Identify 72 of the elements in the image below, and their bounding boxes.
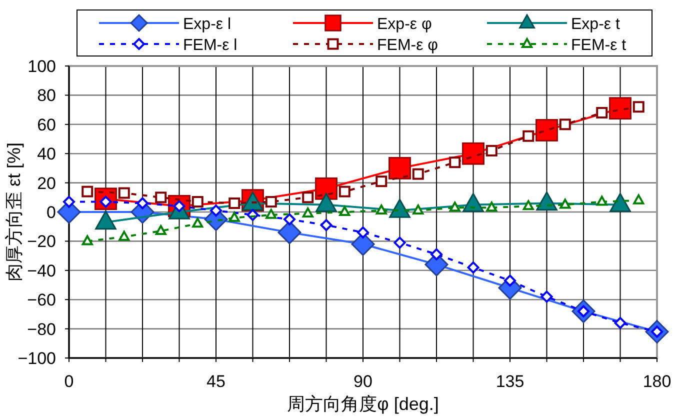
- x-axis-title: 周方向角度φ [deg.]: [287, 394, 439, 414]
- point: [559, 118, 571, 130]
- point: [596, 196, 608, 206]
- legend-label: FEM-ε t: [571, 37, 627, 54]
- point: [540, 290, 553, 303]
- x-tick-label: 45: [206, 372, 226, 391]
- point: [228, 212, 240, 222]
- y-tick-label: −100: [18, 349, 56, 368]
- point: [284, 213, 296, 226]
- legend-label: FEM-ε φ: [377, 37, 438, 54]
- point: [412, 204, 424, 215]
- point: [302, 192, 314, 204]
- y-axis-title: 肉厚方向歪 εt [%]: [4, 142, 24, 282]
- point: [486, 202, 498, 212]
- y-tick-label: 100: [28, 57, 56, 76]
- point: [82, 235, 93, 246]
- x-tick-label: 135: [496, 372, 524, 391]
- y-tick-label: 60: [37, 115, 56, 134]
- point: [192, 218, 204, 228]
- point: [376, 176, 388, 188]
- point: [338, 186, 350, 198]
- legend-label: Exp-ε φ: [377, 16, 432, 33]
- point: [136, 197, 148, 210]
- x-tick-label: 90: [354, 372, 372, 391]
- legend-label: Exp-ε l: [183, 16, 232, 33]
- x-tick-label: 0: [64, 372, 74, 391]
- point: [376, 204, 387, 215]
- point: [265, 196, 277, 208]
- point: [609, 97, 632, 120]
- x-tick-label: 180: [642, 372, 672, 391]
- point: [388, 157, 411, 180]
- point: [536, 119, 558, 142]
- point: [412, 168, 424, 180]
- point: [266, 208, 277, 219]
- point: [339, 206, 350, 216]
- point: [192, 196, 204, 208]
- point: [614, 316, 626, 329]
- point: [118, 187, 130, 199]
- point: [522, 130, 534, 142]
- point: [462, 142, 484, 165]
- point: [357, 226, 369, 238]
- point: [302, 207, 314, 218]
- point: [320, 219, 332, 232]
- point: [467, 261, 480, 274]
- y-tick-label: 0: [46, 203, 56, 222]
- point: [449, 156, 461, 168]
- legend-label: FEM-ε l: [183, 37, 238, 54]
- point: [155, 224, 166, 235]
- y-tick-label: −60: [27, 290, 56, 310]
- point: [504, 274, 516, 287]
- point: [596, 106, 608, 118]
- point: [522, 200, 534, 210]
- y-tick-label: −40: [27, 261, 56, 280]
- point: [632, 101, 644, 113]
- point: [560, 198, 571, 209]
- point: [155, 192, 167, 204]
- y-tick-label: −80: [27, 320, 56, 339]
- y-tick-label: 20: [37, 174, 56, 193]
- y-tick-label: 40: [37, 144, 56, 164]
- point: [210, 204, 222, 217]
- point: [394, 236, 406, 249]
- point: [430, 248, 442, 260]
- y-tick-label: −20: [27, 232, 56, 252]
- point: [118, 230, 130, 241]
- point: [449, 202, 460, 212]
- point: [63, 196, 75, 208]
- point: [633, 194, 644, 204]
- point: [82, 186, 94, 198]
- point: [228, 197, 240, 209]
- legend-label: Exp-ε t: [571, 16, 620, 33]
- y-tick-label: 80: [37, 86, 56, 106]
- point: [486, 144, 498, 156]
